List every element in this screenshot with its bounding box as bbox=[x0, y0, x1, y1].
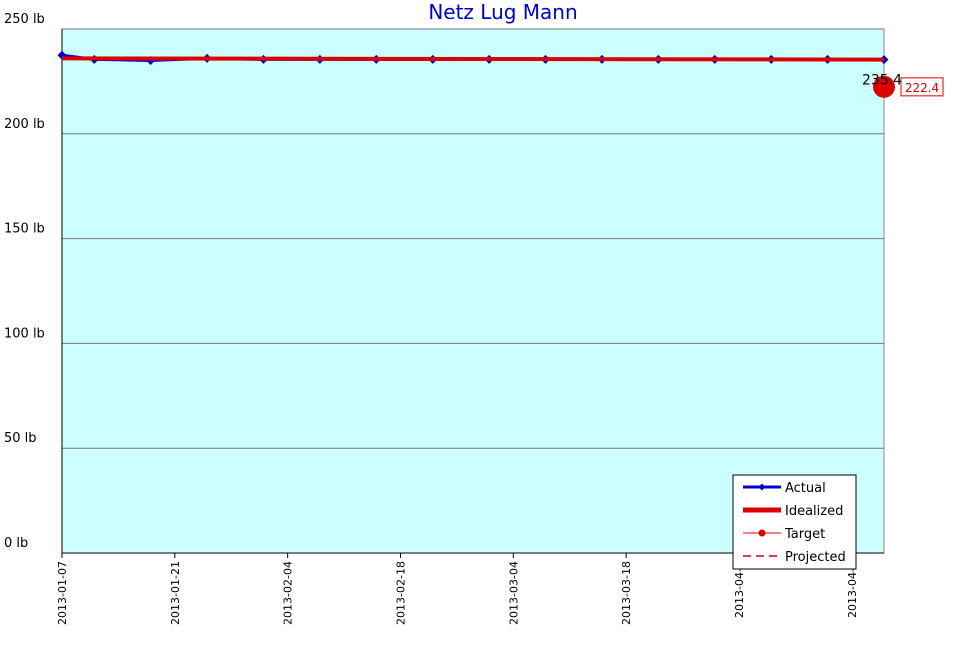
x-tick-label: 2013-03-18 bbox=[620, 561, 633, 625]
y-tick-label: 200 lb bbox=[4, 117, 45, 132]
legend-label: Projected bbox=[785, 550, 846, 565]
target-label: 222.4 bbox=[905, 81, 939, 95]
y-tick-label: 0 lb bbox=[4, 536, 28, 551]
actual-last-label: 235.4 bbox=[862, 73, 902, 89]
x-tick-label: 2013-04-1 bbox=[846, 561, 859, 618]
target-dot bbox=[873, 75, 895, 98]
legend-label: Actual bbox=[785, 481, 826, 496]
x-tick-label: 2013-04-0 bbox=[733, 561, 746, 618]
chart-title: Netz Lug Mann bbox=[428, 0, 577, 24]
legend-label: Idealized bbox=[785, 504, 843, 519]
plot-area bbox=[61, 28, 885, 554]
y-tick-label: 100 lb bbox=[4, 326, 45, 341]
legend-box bbox=[732, 474, 857, 570]
target-label-box bbox=[900, 77, 944, 97]
y-tick-label: 150 lb bbox=[4, 222, 45, 237]
y-tick-label: 50 lb bbox=[4, 431, 37, 446]
x-tick-label: 2013-01-07 bbox=[56, 561, 69, 625]
legend-label: Target bbox=[784, 527, 825, 542]
x-tick-label: 2013-01-21 bbox=[169, 561, 182, 625]
x-tick-label: 2013-03-04 bbox=[507, 561, 520, 625]
legend-marker bbox=[758, 483, 766, 491]
legend-marker bbox=[758, 529, 766, 537]
y-tick-label: 250 lb bbox=[4, 12, 45, 27]
x-tick-label: 2013-02-18 bbox=[394, 561, 407, 625]
x-tick-label: 2013-02-04 bbox=[282, 561, 295, 625]
idealized-line bbox=[61, 56, 885, 62]
